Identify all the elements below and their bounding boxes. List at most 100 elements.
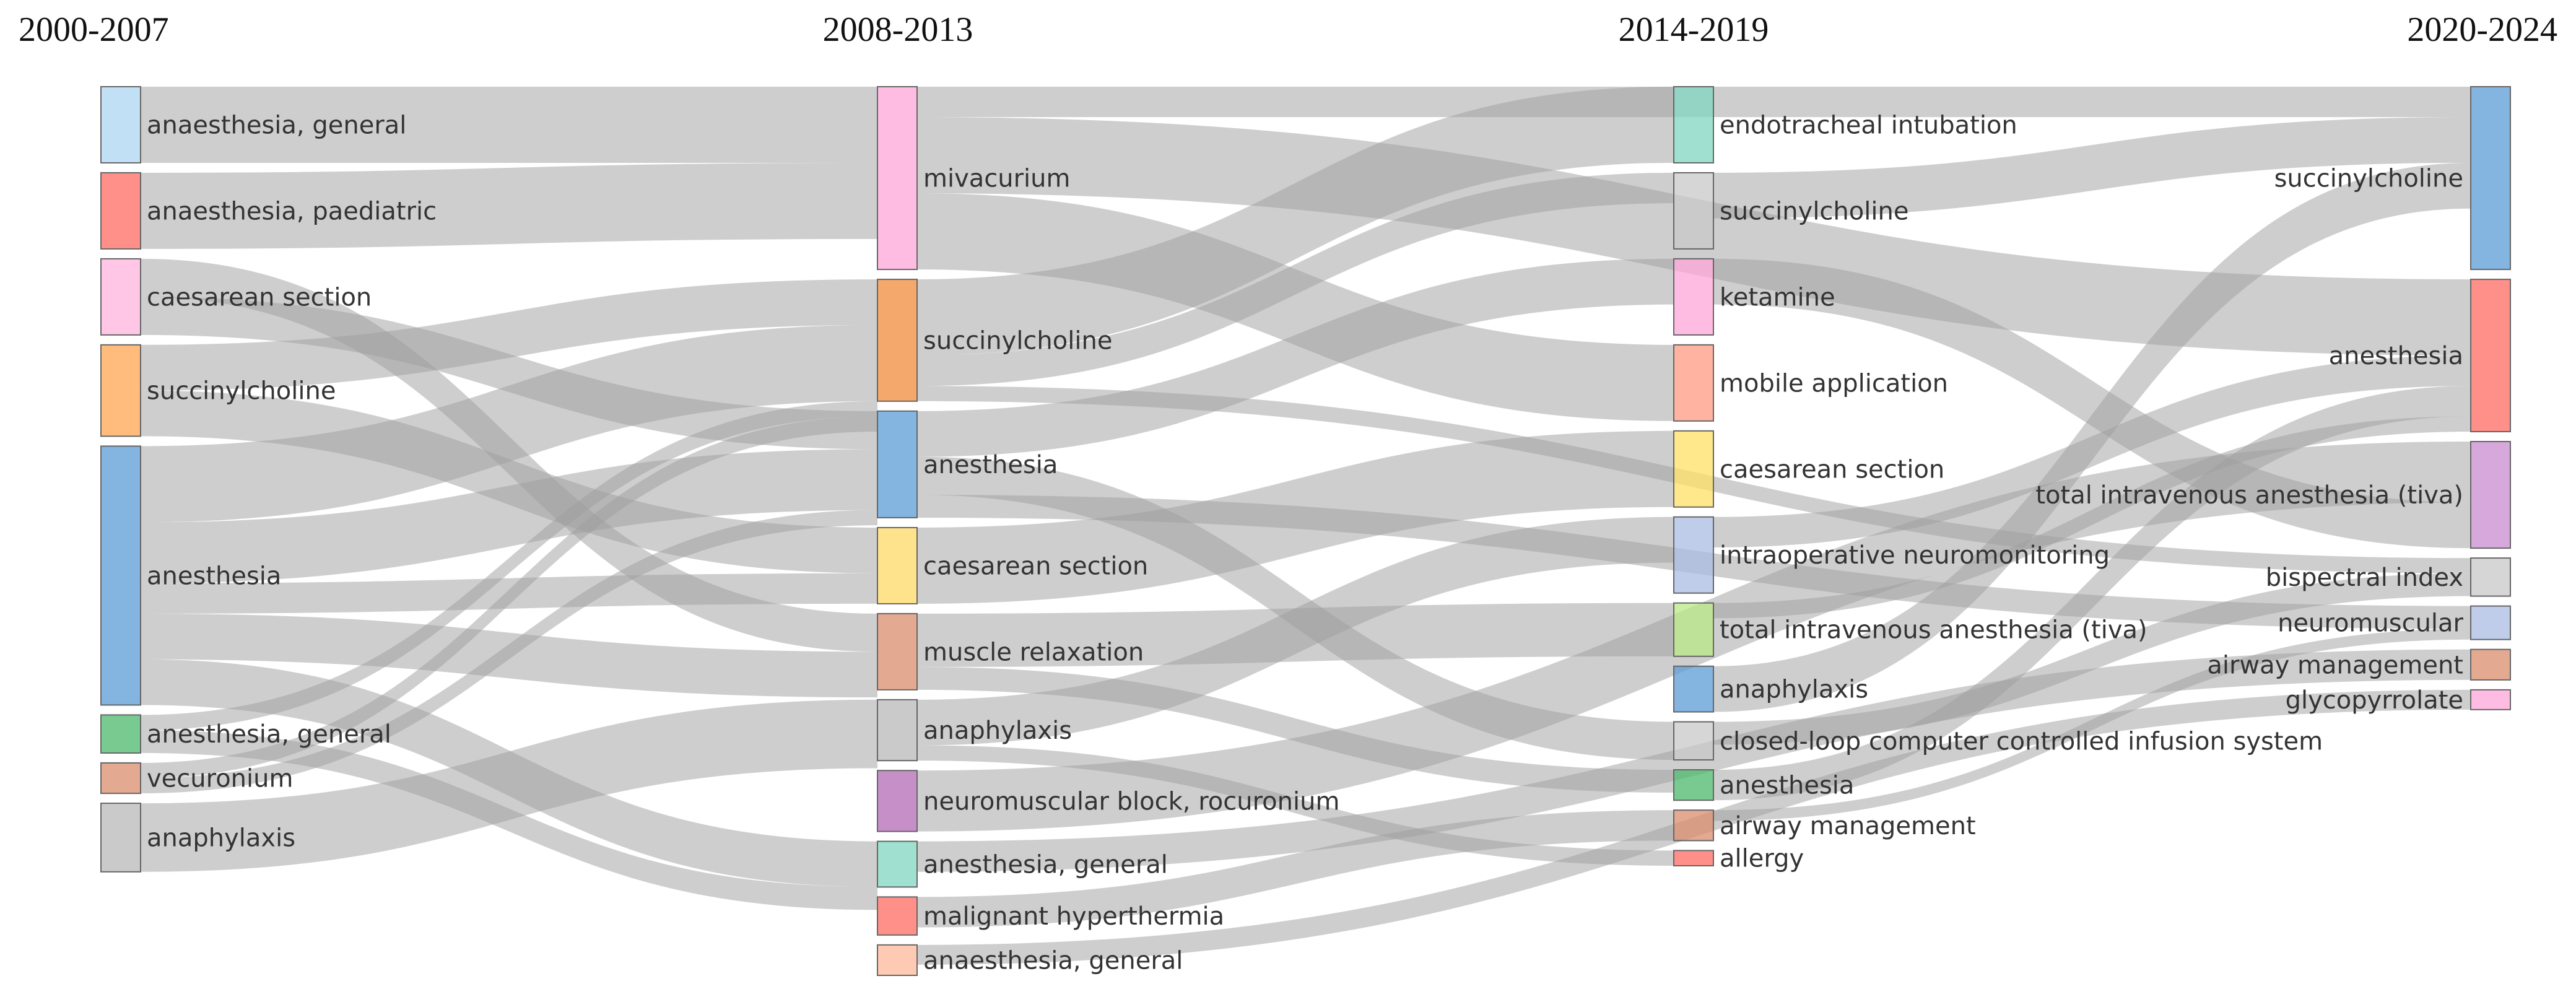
link-b_anes-to-c_ket[interactable]: [917, 258, 1674, 457]
node-anesthesia[interactable]: [1673, 769, 1714, 801]
link-b_anes-to-c_loop[interactable]: [917, 456, 1674, 760]
node-anesthesia-general[interactable]: [100, 714, 141, 754]
link-c_airway-to-d_nm[interactable]: [1713, 629, 2471, 821]
node-anesthesia-general[interactable]: [877, 840, 918, 888]
node-mivacurium[interactable]: [877, 86, 918, 271]
node-label-caesarean-section: caesarean section: [147, 283, 372, 312]
node-label-anaesthesia-paediatric: anaesthesia, paediatric: [147, 197, 437, 225]
node-allergy[interactable]: [1673, 850, 1714, 866]
node-succinylcholine[interactable]: [2470, 86, 2511, 271]
node-anaesthesia-paediatric[interactable]: [100, 172, 141, 250]
link-c_anaph-to-d_succ[interactable]: [1713, 162, 2471, 712]
node-label-anesthesia-general: anesthesia, general: [147, 720, 391, 749]
nodes-layer: [100, 86, 2511, 977]
node-label-malignant-hyperthermia: malignant hyperthermia: [923, 902, 1224, 931]
node-label-mobile-application: mobile application: [1720, 369, 1948, 398]
link-c_loop-to-d_bis[interactable]: [1713, 573, 2471, 745]
links-layer: [141, 87, 2471, 965]
period-header-2008-2013: 2008-2013: [823, 11, 973, 49]
link-c_ket-to-d_tiva[interactable]: [1713, 258, 2471, 549]
node-anaphylaxis[interactable]: [877, 699, 918, 762]
node-label-total-intravenous-anesthesia-tiva: total intravenous anesthesia (tiva): [1720, 616, 2147, 645]
node-vecuronium[interactable]: [100, 762, 141, 795]
link-a_anaes_gen-to-b_miva[interactable]: [141, 87, 877, 163]
node-label-intraoperative-neuromonitoring: intraoperative neuromonitoring: [1720, 541, 2110, 570]
node-label-endotracheal-intubation: endotracheal intubation: [1720, 111, 2017, 139]
node-malignant-hyperthermia[interactable]: [877, 896, 918, 936]
node-label-bispectral-index: bispectral index: [2266, 564, 2463, 592]
node-anaphylaxis[interactable]: [100, 803, 141, 873]
link-b_anaph-to-c_ion[interactable]: [917, 516, 1674, 746]
node-intraoperative-neuromonitoring[interactable]: [1673, 516, 1714, 594]
link-a_anes-to-b_anes[interactable]: [141, 449, 877, 583]
period-header-2000-2007: 2000-2007: [19, 11, 169, 49]
node-label-succinylcholine: succinylcholine: [2274, 165, 2463, 193]
node-neuromuscular[interactable]: [2470, 605, 2511, 640]
node-caesarean-section[interactable]: [1673, 430, 1714, 508]
node-total-intravenous-anesthesia-tiva[interactable]: [1673, 602, 1714, 657]
node-label-ketamine: ketamine: [1720, 283, 1835, 312]
link-c_anes-to-d_anes[interactable]: [1713, 386, 2471, 801]
link-a_anes-to-b_succ[interactable]: [141, 325, 877, 523]
node-label-anaesthesia-general: anaesthesia, general: [147, 111, 406, 139]
period-header-2020-2024: 2020-2024: [2407, 11, 2557, 49]
link-b_succ-to-c_ett[interactable]: [917, 87, 1674, 356]
node-anaesthesia-general[interactable]: [100, 86, 141, 163]
link-c_tiva-to-d_anes[interactable]: [1713, 416, 2471, 619]
node-mobile-application[interactable]: [1673, 344, 1714, 422]
node-anesthesia[interactable]: [877, 410, 918, 518]
node-airway-management[interactable]: [1673, 809, 1714, 842]
link-a_anes_gen-to-b_succ[interactable]: [141, 401, 877, 731]
node-caesarean-section[interactable]: [877, 526, 918, 604]
link-a_vec-to-b_succ[interactable]: [141, 416, 877, 778]
node-label-anesthesia: anesthesia: [1720, 772, 1854, 800]
node-label-neuromuscular: neuromuscular: [2278, 609, 2463, 638]
node-closed-loop-computer-controlled-infusion-system[interactable]: [1673, 721, 1714, 761]
node-label-neuromuscular-block-rocuronium: neuromuscular block, rocuronium: [923, 787, 1339, 816]
node-muscle-relaxation[interactable]: [877, 612, 918, 691]
node-label-anesthesia: anesthesia: [147, 562, 281, 590]
node-anaphylaxis[interactable]: [1673, 665, 1714, 713]
node-label-muscle-relaxation: muscle relaxation: [923, 638, 1144, 666]
node-label-airway-management: airway management: [2207, 651, 2463, 679]
link-b_anaph-to-c_allergy[interactable]: [917, 745, 1674, 866]
node-succinylcholine[interactable]: [100, 344, 141, 437]
node-label-succinylcholine: succinylcholine: [147, 377, 336, 406]
node-bispectral-index[interactable]: [2470, 557, 2511, 597]
node-label-allergy: allergy: [1720, 845, 1804, 873]
node-label-succinylcholine: succinylcholine: [923, 326, 1112, 355]
node-label-anaphylaxis: anaphylaxis: [923, 717, 1072, 745]
node-ketamine[interactable]: [1673, 258, 1714, 336]
node-anaesthesia-general[interactable]: [877, 944, 918, 977]
node-total-intravenous-anesthesia-tiva[interactable]: [2470, 440, 2511, 549]
node-endotracheal-intubation[interactable]: [1673, 86, 1714, 163]
link-a_anaes_paed-to-b_miva[interactable]: [141, 162, 877, 249]
node-airway-management[interactable]: [2470, 648, 2511, 681]
link-a_succ-to-b_succ[interactable]: [141, 279, 877, 391]
labels-layer: anaesthesia, general anaesthesia, paediat…: [147, 111, 2464, 975]
link-b_miva-to-c_mobile[interactable]: [917, 193, 1674, 421]
node-label-anaphylaxis: anaphylaxis: [147, 824, 295, 852]
node-label-vecuronium: vecuronium: [147, 765, 293, 793]
link-b_caes-to-c_caes[interactable]: [917, 430, 1674, 604]
link-b_anes_gen-to-d_airway[interactable]: [917, 649, 2471, 872]
link-a_anaph-to-b_anaph[interactable]: [141, 699, 877, 872]
node-succinylcholine[interactable]: [877, 279, 918, 402]
node-anesthesia[interactable]: [2470, 279, 2511, 432]
link-a_vec-to-b_anes[interactable]: [141, 510, 877, 794]
node-caesarean-section[interactable]: [100, 258, 141, 336]
node-succinylcholine[interactable]: [1673, 172, 1714, 250]
node-label-anesthesia: anesthesia: [923, 451, 1058, 479]
link-c_succ-to-d_succ[interactable]: [1713, 117, 2471, 219]
node-neuromuscular-block-rocuronium[interactable]: [877, 770, 918, 832]
link-b_mh-to-c_airway[interactable]: [917, 810, 1674, 928]
node-glycopyrrolate[interactable]: [2470, 689, 2511, 710]
node-label-total-intravenous-anesthesia-tiva: total intravenous anesthesia (tiva): [2035, 481, 2463, 510]
node-label-closed-loop-computer-controlled-infusion-system: closed-loop computer controlled infusion…: [1720, 727, 2323, 756]
link-b_succ-to-c_succ[interactable]: [917, 172, 1674, 386]
node-anesthesia[interactable]: [100, 445, 141, 706]
period-headers: 2000-2007 2008-2013 2014-2019 2020-2024: [19, 11, 2557, 49]
node-label-caesarean-section: caesarean section: [1720, 455, 1944, 484]
node-label-mivacurium: mivacurium: [923, 165, 1070, 193]
